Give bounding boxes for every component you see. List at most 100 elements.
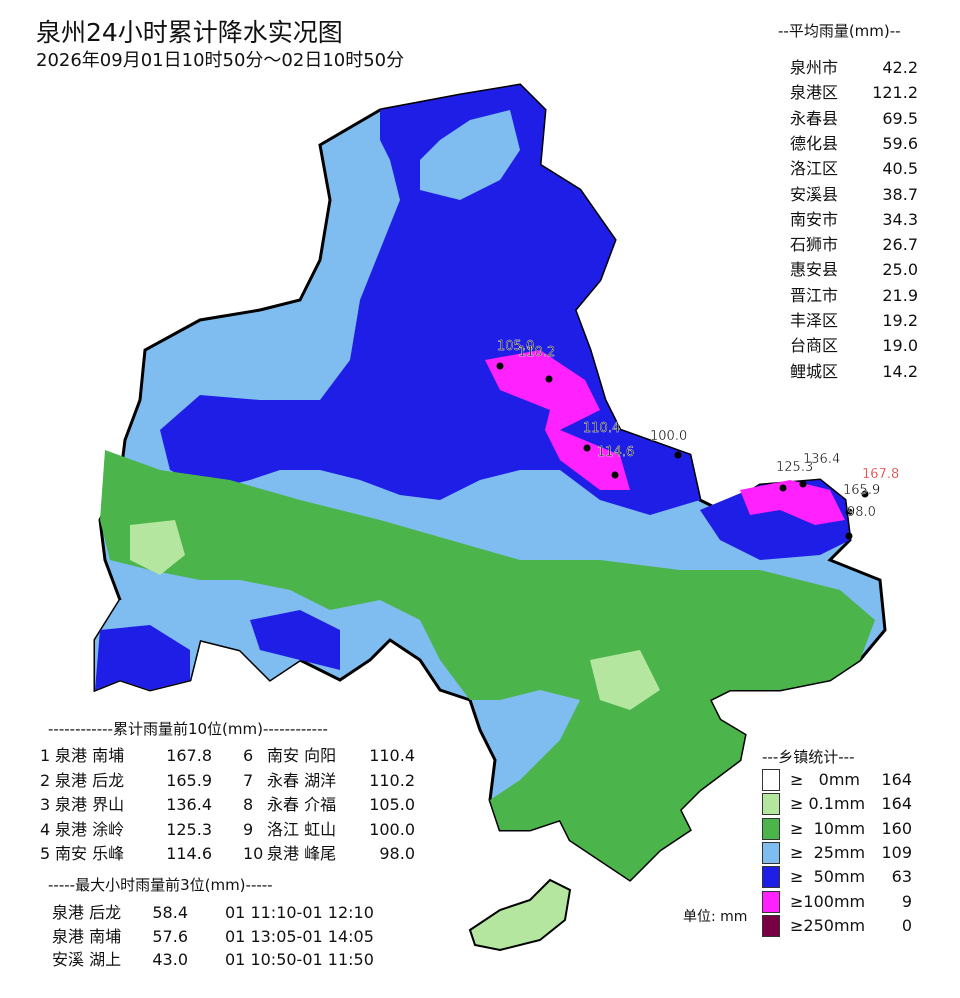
district-name: 石狮市: [790, 235, 839, 255]
legend-swatch: [762, 769, 780, 791]
district-name: 洛江区: [790, 159, 839, 179]
station-dot: [674, 451, 682, 459]
district-name: 泉港区: [790, 83, 839, 103]
rank: 7: [243, 770, 254, 790]
rank: 9: [243, 819, 254, 839]
station-name: 洛江 虹山: [267, 819, 337, 839]
rank: 5: [40, 844, 51, 863]
time-range: 01 13:05-01 14:05: [225, 926, 374, 946]
district-value: 19.2: [882, 311, 918, 330]
district-name: 泉州市: [790, 58, 839, 77]
unit: 单位: mm: [683, 909, 748, 925]
district-value: 25.0: [882, 260, 918, 280]
legend-count: 164: [881, 794, 912, 814]
station-name: 安溪 湖上: [52, 950, 122, 969]
district-name: 南安市: [790, 209, 839, 229]
station-label: 136.4: [803, 452, 840, 467]
legend-swatch: [762, 793, 780, 816]
station-value: 136.4: [166, 795, 212, 814]
district-name: 安溪县: [790, 184, 839, 204]
station-dot: [496, 362, 504, 370]
legend-label: ≥100mm: [790, 891, 866, 911]
legend-title: ---乡镇统计---: [762, 748, 855, 766]
area-10mm: [100, 450, 875, 880]
legend-label: ≥ 0.1mm: [790, 794, 866, 814]
hourly-value: 57.6: [152, 926, 188, 946]
hourly-value: 58.4: [152, 903, 188, 922]
station-name: 永春 介福: [267, 795, 337, 814]
station-name: 永春 湖洋: [267, 770, 337, 790]
legend-count: 63: [891, 867, 912, 887]
station-value: 105.0: [369, 795, 415, 814]
hourly-value: 43.0: [152, 950, 188, 969]
rank: 10: [243, 844, 264, 863]
rank: 1: [40, 746, 51, 765]
station-dot: [611, 471, 619, 479]
station-name: 泉港 涂岭: [55, 819, 125, 839]
station-value: 167.8: [166, 746, 212, 765]
station-label: 165.9: [843, 483, 880, 498]
station-dot: [845, 508, 853, 516]
title: 泉州24小时累计降水实况图: [36, 18, 343, 47]
rain-areas: [93, 83, 887, 952]
station-dot: [799, 480, 807, 488]
legend-label: ≥ 10mm: [790, 818, 866, 838]
district-value: 42.2: [882, 58, 918, 77]
district-value: 14.2: [882, 361, 918, 381]
island: [468, 878, 572, 952]
area-25mm-inner: [420, 110, 520, 200]
district-value: 59.6: [882, 133, 918, 153]
legend-swatch: [762, 866, 780, 889]
district-name: 丰泽区: [790, 311, 839, 330]
top10-title: ------------累计雨量前10位(mm)------------: [48, 720, 328, 738]
area-100mm: [485, 350, 630, 490]
station-name: 泉港 界山: [55, 795, 125, 814]
legend-count: 160: [881, 818, 912, 838]
rank: 8: [243, 795, 254, 814]
station-label: 114.6: [597, 445, 634, 460]
station-value: 110.2: [369, 770, 415, 790]
station-name: 南安 乐峰: [55, 844, 125, 863]
station-label: 110.4: [583, 421, 620, 436]
rank: 6: [243, 746, 254, 765]
district-value: 21.9: [882, 285, 918, 305]
station-value: 100.0: [369, 819, 415, 839]
station-name: 南安 向阳: [267, 746, 337, 765]
station-dot: [845, 532, 853, 540]
station-name: 泉港 南埔: [55, 746, 125, 765]
legend-label: ≥ 0mm: [790, 770, 861, 789]
area-50mm-sw: [95, 625, 190, 690]
rank: 2: [40, 770, 51, 790]
district-value: 69.5: [882, 108, 918, 128]
rank: 3: [40, 795, 51, 814]
district-value: 34.3: [882, 209, 918, 229]
district-value: 121.2: [872, 83, 918, 103]
area-0.1mm-2: [590, 650, 660, 710]
legend-count: 0: [901, 915, 912, 935]
district-name: 惠安县: [790, 260, 839, 280]
station-value: 98.0: [379, 844, 415, 863]
district-value: 19.0: [882, 336, 918, 356]
station-dot: [583, 444, 591, 452]
district-name: 晋江市: [790, 285, 839, 305]
station-name: 泉港 峰尾: [267, 844, 337, 863]
legend-swatch: [762, 817, 780, 840]
top3-title: -----最大小时雨量前3位(mm)-----: [48, 876, 273, 894]
station-label: 167.8: [862, 467, 899, 482]
area-100mm-ne: [740, 480, 845, 525]
station-value: 125.3: [166, 819, 212, 839]
station-value: 165.9: [166, 770, 212, 790]
legend-label: ≥ 25mm: [790, 842, 866, 862]
station-label: 100.0: [650, 429, 687, 444]
station-dot: [779, 484, 787, 492]
legend-count: 109: [881, 842, 912, 862]
district-name: 德化县: [790, 133, 839, 153]
rank: 4: [40, 819, 51, 839]
time-range: 01 11:10-01 12:10: [225, 903, 374, 922]
district-name: 永春县: [790, 108, 839, 128]
time-range: 01 10:50-01 11:50: [225, 950, 374, 969]
subtitle: 2026年09月01日10时50分～02日10时50分: [36, 50, 405, 71]
